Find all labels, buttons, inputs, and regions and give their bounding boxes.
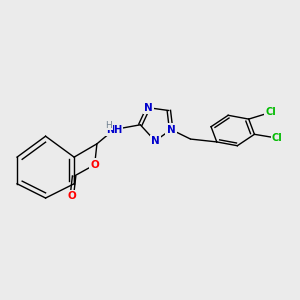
Text: N: N <box>167 124 176 135</box>
Text: H: H <box>106 121 112 130</box>
Text: Cl: Cl <box>272 133 283 143</box>
Text: O: O <box>68 191 76 201</box>
Text: O: O <box>90 160 99 170</box>
Text: N: N <box>151 136 160 146</box>
Text: NH: NH <box>106 124 122 135</box>
Text: N: N <box>144 103 153 113</box>
Text: Cl: Cl <box>265 107 276 117</box>
